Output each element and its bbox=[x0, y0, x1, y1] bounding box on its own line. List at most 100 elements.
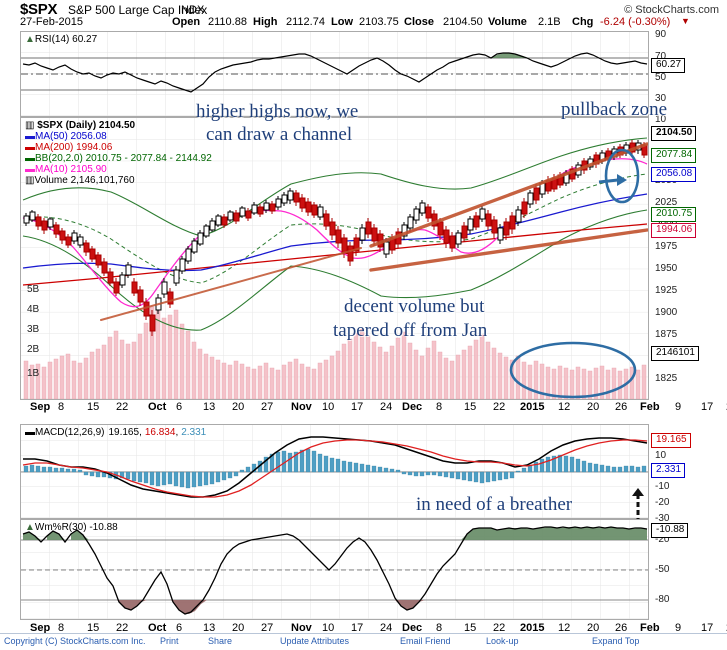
wmr-legend: ▲Wm%R(30) -10.88 bbox=[25, 522, 118, 533]
footer-email[interactable]: Email Friend bbox=[400, 636, 451, 646]
date-tick-10: 10 bbox=[322, 622, 335, 634]
wmr-legend-text: Wm%R(30) -10.88 bbox=[34, 522, 118, 533]
wmr-panel[interactable]: ▲Wm%R(30) -10.88 -20 -50 -80 -10.88 bbox=[20, 519, 689, 620]
symbol-description: S&P 500 Large Cap Index bbox=[68, 3, 208, 17]
date-tick-22: 22 bbox=[116, 401, 129, 413]
quote-row: 27-Feb-2015 Open 2110.88 High 2112.74 Lo… bbox=[0, 16, 727, 29]
quote-volume-value: 2.1B bbox=[538, 16, 561, 28]
quote-high-label: High bbox=[253, 16, 278, 28]
volume-flag: 2146101 bbox=[651, 346, 699, 361]
macd-legend-main: MACD(12,26,9) bbox=[35, 427, 105, 438]
rsi-legend-text: RSI(14) 60.27 bbox=[34, 34, 98, 45]
quote-low-label: Low bbox=[331, 16, 353, 28]
price-plot bbox=[21, 118, 648, 399]
volume-legend: Volume 2,146,101,760 bbox=[34, 175, 135, 186]
date-tick-17: 17 bbox=[701, 622, 714, 634]
date-tick-20: 20 bbox=[232, 622, 245, 634]
bb-mid-flag: 2077.84 bbox=[651, 148, 697, 163]
footer-toolbar[interactable]: Copyright (C) StockCharts.com Inc. Print… bbox=[0, 633, 727, 650]
volume-bars bbox=[23, 301, 647, 399]
date-tick-22: 22 bbox=[116, 622, 129, 634]
footer-copyright: Copyright (C) StockCharts.com Inc. bbox=[4, 636, 146, 646]
volume-tick-5b: 5B bbox=[27, 284, 40, 295]
date-tick-nov: Nov bbox=[291, 401, 312, 413]
ma50-swatch: ▬ bbox=[25, 131, 35, 142]
date-tick-8: 8 bbox=[58, 622, 65, 634]
date-tick-sep: Sep bbox=[30, 622, 51, 634]
quote-date: 27-Feb-2015 bbox=[20, 16, 83, 28]
date-tick-13: 13 bbox=[203, 401, 216, 413]
macd-tick-n10: -10 bbox=[655, 481, 670, 492]
wmr-mountain-icon: ▲ bbox=[25, 522, 35, 533]
pullback-arrow-head bbox=[617, 174, 627, 186]
volume-tick-1b: 1B bbox=[27, 368, 40, 379]
footer-print[interactable]: Print bbox=[160, 636, 179, 646]
wmr-tick-n20: -20 bbox=[655, 534, 670, 545]
date-tick-20: 20 bbox=[587, 622, 600, 634]
price-panel[interactable]: ▥ $SPX (Daily) 2104.50 ▬MA(50) 2056.08 ▬… bbox=[20, 117, 699, 400]
macd-line-swatch: ▬ bbox=[25, 427, 35, 438]
ma10-legend: MA(10) 2105.90 bbox=[35, 164, 107, 175]
price-tick-1875: 1875 bbox=[655, 329, 678, 340]
rsi-value-flag: 60.27 bbox=[651, 58, 686, 73]
quote-volume-label: Volume bbox=[488, 16, 527, 28]
wmr-tick-n80: -80 bbox=[655, 594, 670, 605]
date-tick-6: 6 bbox=[176, 401, 183, 413]
channel-upper-trendline bbox=[369, 142, 648, 248]
macd-signal-flag: 2.331 bbox=[651, 463, 686, 478]
annotation-higher-highs-line1: higher highs now, we bbox=[196, 101, 359, 122]
date-tick-feb: Feb bbox=[640, 401, 660, 413]
macd-panel[interactable]: ▬MACD(12,26,9) 19.165, 16.834, 2.331 10 -10… bbox=[20, 424, 691, 524]
macd-legend-v3: 2.331 bbox=[181, 427, 207, 438]
quote-change-value: -6.24 (-0.30%) bbox=[600, 16, 671, 28]
date-tick-15: 15 bbox=[87, 401, 100, 413]
price-svg bbox=[21, 118, 648, 399]
rsi-panel[interactable]: ▲RSI(14) 60.27 90 70 50 30 10 60.27 bbox=[20, 29, 686, 125]
date-tick-26: 26 bbox=[615, 622, 628, 634]
macd-legend: ▬MACD(12,26,9) 19.165, 16.834, 2.331 bbox=[25, 427, 207, 438]
price-tick-2025: 2025 bbox=[655, 197, 678, 208]
quote-close-value: 2104.50 bbox=[443, 16, 483, 28]
ma50-legend: MA(50) 2056.08 bbox=[35, 131, 107, 142]
quote-open-value: 2110.88 bbox=[208, 16, 247, 28]
wmr-tick-n50: -50 bbox=[655, 564, 670, 575]
macd-line bbox=[23, 436, 648, 498]
date-tick-17: 17 bbox=[701, 401, 714, 413]
date-tick-20: 20 bbox=[232, 401, 245, 413]
macd-axis: 10 -10 -20 -30 19.165 2.331 bbox=[648, 425, 718, 524]
ma50-flag: 2056.08 bbox=[651, 167, 697, 182]
date-tick-24: 24 bbox=[380, 622, 393, 634]
footer-update[interactable]: Update Attributes bbox=[280, 636, 350, 646]
wmr-value-flag: -10.88 bbox=[651, 523, 689, 538]
date-tick-15: 15 bbox=[464, 401, 477, 413]
date-axis-top: Sep 8 15 22 Oct 6 13 20 27 Nov 10 17 24 Dec 8 15 22 2015 1… bbox=[20, 401, 727, 417]
date-tick-dec: Dec bbox=[402, 401, 423, 413]
quote-high-value: 2112.74 bbox=[286, 16, 325, 28]
date-tick-dec: Dec bbox=[402, 622, 423, 634]
date-tick-17: 17 bbox=[351, 401, 364, 413]
annotation-volume-line1: decent volume but bbox=[344, 296, 485, 317]
footer-lookup[interactable]: Look-up bbox=[486, 636, 519, 646]
channel-lower-trendline bbox=[369, 228, 648, 272]
annotation-pullback-zone: pullback zone bbox=[561, 99, 668, 120]
date-tick-feb: Feb bbox=[640, 622, 660, 634]
macd-signal-line bbox=[22, 439, 648, 498]
price-candle-icon: ▥ bbox=[25, 120, 35, 131]
bb-upper bbox=[22, 137, 648, 237]
date-tick-sep: Sep bbox=[30, 401, 51, 413]
footer-expand[interactable]: Expand Top bbox=[592, 636, 640, 646]
date-tick-6: 6 bbox=[176, 622, 183, 634]
rsi-tick-50: 50 bbox=[655, 72, 667, 83]
footer-share[interactable]: Share bbox=[208, 636, 233, 646]
date-tick-24: 24 bbox=[380, 401, 393, 413]
quote-open-label: Open bbox=[172, 16, 201, 28]
quote-change-label: Chg bbox=[572, 16, 594, 28]
stockcharts-brand: © StockCharts.com bbox=[624, 4, 719, 16]
wmr-svg bbox=[21, 520, 648, 619]
date-tick-13: 13 bbox=[203, 622, 216, 634]
volume-bars-icon: ▥ bbox=[25, 175, 35, 186]
date-tick-2015: 2015 bbox=[520, 622, 545, 634]
macd-svg bbox=[21, 425, 648, 518]
bb-legend: BB(20,2.0) 2010.75 - 2077.84 - 2144.92 bbox=[35, 153, 212, 164]
price-tick-1925: 1925 bbox=[655, 285, 678, 296]
